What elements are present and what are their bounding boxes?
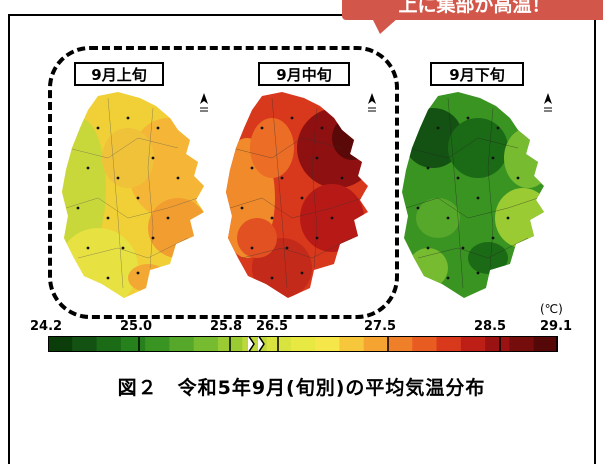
highlight-dashed-box [48, 46, 399, 319]
scale-swatch [96, 336, 122, 352]
north-arrow-icon [200, 93, 208, 112]
period-label-mid: 9月中旬 [258, 62, 350, 86]
temperature-map-mid [226, 92, 368, 298]
scale-label: 25.0 [120, 319, 153, 334]
scale-label: 24.2 [30, 319, 63, 334]
scale-swatch [169, 336, 195, 352]
temperature-map-late [402, 92, 544, 298]
scale-swatch [509, 336, 535, 352]
color-scale-bar [48, 336, 558, 352]
temperature-map-early [62, 92, 204, 298]
figure-frame [8, 14, 596, 464]
callout-banner: 上に集部が高温！ [342, 0, 603, 20]
scale-swatch [290, 336, 316, 352]
scale-swatch [388, 336, 413, 352]
scale-swatch [145, 336, 170, 352]
unit-label: (℃) [540, 302, 563, 316]
scale-swatch [485, 336, 510, 352]
north-arrow-icon [368, 93, 376, 112]
scale-label: 25.8 [210, 319, 243, 334]
scale-swatch [266, 336, 292, 352]
scale-swatch [460, 336, 486, 352]
north-arrow-icon [544, 93, 552, 112]
scale-swatch [315, 336, 340, 352]
callout-tail [372, 18, 398, 34]
scale-label: 27.5 [364, 319, 397, 334]
scale-swatch [193, 336, 219, 352]
scale-break-marker [247, 336, 265, 352]
scale-swatch [72, 336, 98, 352]
period-label-late: 9月下旬 [430, 62, 524, 86]
scale-label: 28.5 [474, 319, 507, 334]
scale-label: 26.5 [256, 319, 289, 334]
scale-swatch [120, 336, 146, 352]
scale-swatch [436, 336, 462, 352]
scale-swatch [48, 336, 73, 352]
figure-caption: 図２ 令和5年9月(旬別)の平均気温分布 [117, 377, 486, 399]
scale-label: 29.1 [540, 319, 573, 334]
scale-swatch [412, 336, 438, 352]
scale-swatch [533, 336, 558, 352]
scale-swatch [363, 336, 389, 352]
period-label-early: 9月上旬 [74, 62, 164, 86]
scale-swatch [339, 336, 365, 352]
